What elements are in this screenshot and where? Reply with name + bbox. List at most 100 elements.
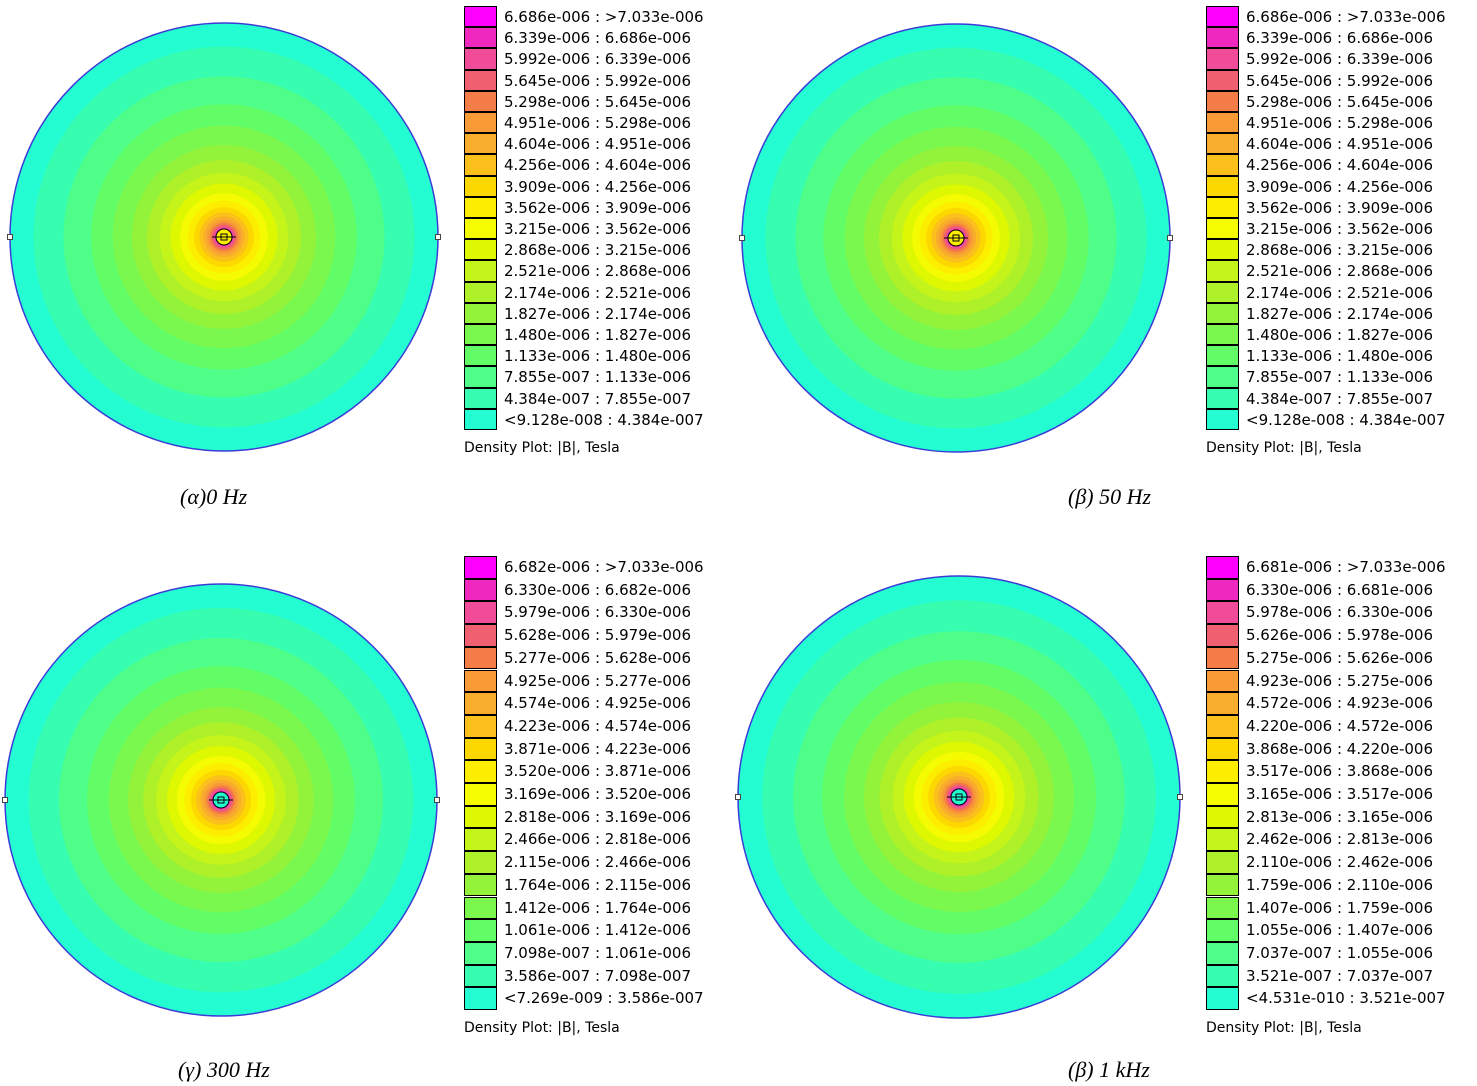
legend-range-label: 1.759e-006 : 2.110e-006 — [1246, 875, 1434, 894]
legend-range-label: 5.978e-006 : 6.330e-006 — [1246, 603, 1434, 622]
legend-range-label: 3.868e-006 : 4.220e-006 — [1246, 739, 1434, 758]
legend-range-label: 3.520e-006 : 3.871e-006 — [504, 762, 692, 781]
legend-entry: 3.871e-006 : 4.223e-006 — [464, 737, 764, 761]
legend-range-label: 6.330e-006 : 6.681e-006 — [1246, 580, 1434, 599]
legend-range-label: 4.951e-006 : 5.298e-006 — [504, 114, 692, 132]
legend-swatch — [464, 873, 497, 897]
legend-range-label: 2.174e-006 : 2.521e-006 — [1246, 283, 1434, 302]
legend-entry: 1.061e-006 : 1.412e-006 — [464, 919, 764, 942]
boundary-marker — [7, 234, 13, 240]
boundary-marker — [434, 797, 440, 803]
legend-range-label: <7.269e-009 : 3.586e-007 — [504, 989, 704, 1008]
legend-range-label: 2.466e-006 : 2.818e-006 — [504, 830, 692, 849]
legend-range-label: 5.992e-006 : 6.339e-006 — [504, 50, 692, 69]
legend-range-label: 4.256e-006 : 4.604e-006 — [504, 156, 692, 175]
legend-entry: 1.827e-006 : 2.174e-006 — [1206, 302, 1477, 324]
caption-300hz: (γ) 300 Hz — [178, 1057, 270, 1082]
legend-entry: 1.412e-006 : 1.764e-006 — [464, 896, 764, 920]
legend-entry: 3.520e-006 : 3.871e-006 — [464, 760, 764, 783]
legend-swatch — [464, 964, 497, 988]
legend-swatch — [1206, 218, 1239, 240]
legend-swatch — [1206, 896, 1239, 920]
legend-swatch — [1206, 987, 1239, 1010]
legend-entry: 2.174e-006 : 2.521e-006 — [464, 281, 764, 303]
legend-entry: 6.682e-006 : >7.033e-006 — [464, 556, 764, 579]
legend-entry: 2.110e-006 : 2.462e-006 — [1206, 851, 1477, 874]
legend-entry: 5.628e-006 : 5.979e-006 — [464, 624, 764, 647]
legend-entry: 3.868e-006 : 4.220e-006 — [1206, 737, 1477, 761]
legend-range-label: 2.115e-006 : 2.466e-006 — [504, 853, 692, 872]
boundary-marker — [1167, 235, 1173, 241]
legend-swatch — [1206, 760, 1239, 783]
legend-swatch — [464, 714, 497, 738]
legend-swatch — [464, 6, 497, 28]
legend-range-label: 7.855e-007 : 1.133e-006 — [1246, 368, 1434, 387]
legend-entry: 2.462e-006 : 2.813e-006 — [1206, 828, 1477, 852]
legend-swatch — [464, 601, 497, 625]
legend-range-label: 6.339e-006 : 6.686e-006 — [1246, 29, 1434, 48]
legend-swatch — [464, 133, 497, 155]
legend-swatch — [1206, 90, 1239, 112]
legend-range-label: 3.871e-006 : 4.223e-006 — [504, 739, 692, 758]
legend-entry: 5.978e-006 : 6.330e-006 — [1206, 601, 1477, 625]
legend-range-label: 3.215e-006 : 3.562e-006 — [504, 220, 692, 238]
legend-range-label: 5.298e-006 : 5.645e-006 — [1246, 92, 1434, 111]
legend-swatch — [464, 646, 497, 670]
legend-range-label: 1.764e-006 : 2.115e-006 — [504, 875, 692, 894]
legend-range-label: 6.681e-006 : >7.033e-006 — [1246, 558, 1446, 576]
legend-swatch — [464, 154, 497, 176]
legend-swatch — [464, 556, 497, 579]
legend-entry: 7.855e-007 : 1.133e-006 — [1206, 366, 1477, 388]
legend-entry: 4.925e-006 : 5.277e-006 — [464, 669, 764, 693]
legend-swatch — [464, 196, 497, 218]
legend-entry: <4.531e-010 : 3.521e-007 — [1206, 987, 1477, 1010]
legend-range-label: 6.339e-006 : 6.686e-006 — [504, 29, 692, 48]
legend-range-label: 4.223e-006 : 4.574e-006 — [504, 716, 692, 735]
legend-entry: 5.298e-006 : 5.645e-006 — [1206, 90, 1477, 112]
legend-swatch — [464, 783, 497, 806]
legend-swatch — [464, 669, 497, 693]
density-plot-300hz — [2, 583, 440, 1017]
legend-entry: 1.133e-006 : 1.480e-006 — [464, 345, 764, 367]
legend-range-label: 1.827e-006 : 2.174e-006 — [1246, 304, 1434, 323]
legend-range-label: 5.628e-006 : 5.979e-006 — [504, 626, 692, 645]
legend-entry: 5.979e-006 : 6.330e-006 — [464, 601, 764, 625]
legend-swatch — [1206, 601, 1239, 625]
legend-range-label: 3.909e-006 : 4.256e-006 — [504, 177, 692, 196]
legend-entry: 1.764e-006 : 2.115e-006 — [464, 873, 764, 897]
legend-range-label: 6.682e-006 : >7.033e-006 — [504, 558, 704, 576]
boundary-marker — [1177, 794, 1183, 800]
legend-range-label: 4.574e-006 : 4.925e-006 — [504, 694, 692, 713]
legend-swatch — [464, 239, 497, 261]
legend-swatch — [1206, 387, 1239, 409]
legend-range-label: 3.517e-006 : 3.868e-006 — [1246, 762, 1434, 781]
legend-range-label: 7.037e-007 : 1.055e-006 — [1246, 943, 1434, 962]
legend-swatch — [1206, 6, 1239, 28]
legend-range-label: 2.110e-006 : 2.462e-006 — [1246, 853, 1434, 872]
legend-range-label: 1.133e-006 : 1.480e-006 — [504, 347, 692, 366]
legend-range-label: 3.562e-006 : 3.909e-006 — [1246, 198, 1434, 217]
legend-title: Density Plot: |B|, Tesla — [1206, 1020, 1362, 1036]
legend-swatch — [1206, 175, 1239, 197]
legend-swatch — [464, 692, 497, 715]
legend-entry: 6.330e-006 : 6.682e-006 — [464, 578, 764, 602]
boundary-marker — [2, 797, 8, 803]
legend-swatch — [464, 281, 497, 303]
legend-entry: 7.098e-007 : 1.061e-006 — [464, 941, 764, 965]
legend-range-label: 3.521e-007 : 7.037e-007 — [1246, 966, 1434, 985]
legend-range-label: 1.412e-006 : 1.764e-006 — [504, 898, 692, 917]
legend-range-label: 6.686e-006 : >7.033e-006 — [504, 8, 704, 26]
legend-range-label: 2.521e-006 : 2.868e-006 — [504, 262, 692, 281]
legend-swatch — [1206, 27, 1239, 49]
legend-swatch — [1206, 692, 1239, 715]
legend-range-label: 5.275e-006 : 5.626e-006 — [1246, 648, 1434, 667]
legend-range-label: 2.868e-006 : 3.215e-006 — [504, 241, 692, 260]
legend-entry: 2.813e-006 : 3.165e-006 — [1206, 805, 1477, 829]
legend-entry: 2.868e-006 : 3.215e-006 — [1206, 239, 1477, 261]
legend-entry: 3.169e-006 : 3.520e-006 — [464, 783, 764, 806]
legend-range-label: 4.384e-007 : 7.855e-007 — [504, 389, 692, 408]
legend-range-label: 3.165e-006 : 3.517e-006 — [1246, 785, 1434, 803]
legend-entry: 4.384e-007 : 7.855e-007 — [1206, 387, 1477, 409]
legend-entry: 5.275e-006 : 5.626e-006 — [1206, 646, 1477, 670]
legend-entry: 3.909e-006 : 4.256e-006 — [464, 175, 764, 197]
